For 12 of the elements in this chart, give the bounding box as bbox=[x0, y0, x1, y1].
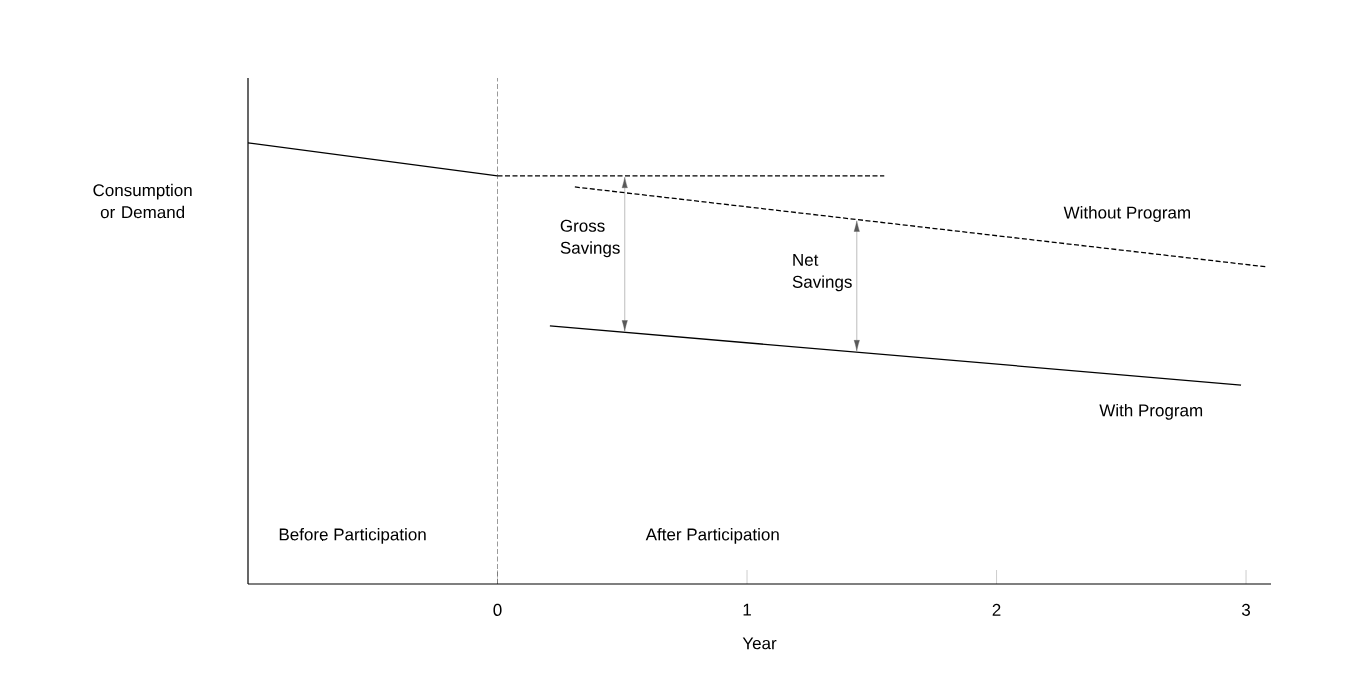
x-tick-label: 3 bbox=[1241, 603, 1251, 616]
series-label: Without Program bbox=[1063, 206, 1190, 222]
series-label: With Program bbox=[1099, 403, 1203, 420]
x-tick-label: 2 bbox=[992, 603, 1001, 616]
x-tick-label: 1 bbox=[743, 603, 751, 616]
annotation: Gross Savings bbox=[560, 219, 620, 258]
x-axis-title: Year bbox=[742, 637, 777, 650]
annotation: Before Participation bbox=[279, 528, 426, 544]
annotation: Net Savings bbox=[792, 254, 852, 292]
x-tick-label: 0 bbox=[493, 603, 502, 616]
y-axis-title: Consumption or Demand bbox=[93, 183, 192, 219]
annotation: After Participation bbox=[645, 528, 779, 544]
